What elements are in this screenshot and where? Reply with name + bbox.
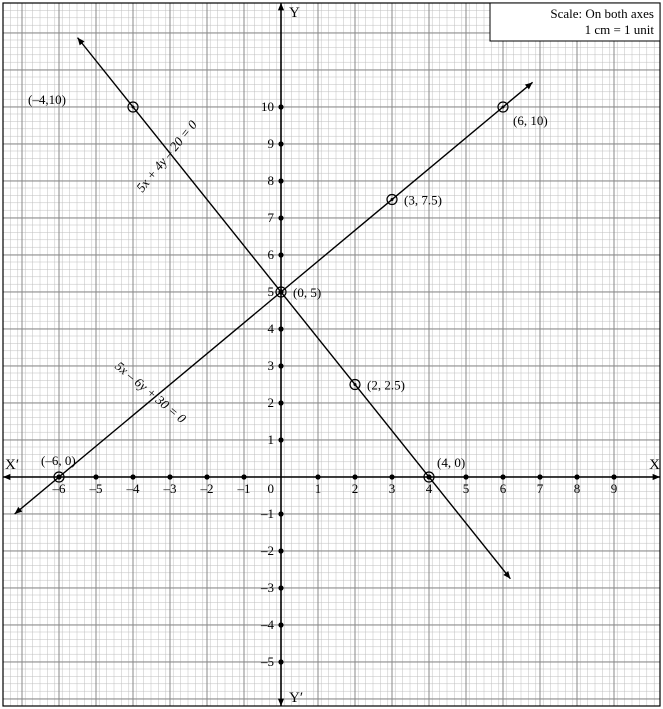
x-tick-label: 4 [426,481,433,496]
y-tick-label: 5 [268,284,275,299]
y-tick-label: 1 [268,432,275,447]
x-tick-label: 3 [389,481,396,496]
x-tick-label: 8 [574,481,581,496]
y-tick-label: 6 [268,247,275,262]
y-tick-label: 3 [268,358,275,373]
y-tick-label: –3 [260,580,274,595]
y-pos-label: Y [289,5,300,21]
x-tick-label: –3 [163,481,177,496]
x-tick-label: 9 [611,481,618,496]
x-tick-label: –1 [237,481,251,496]
y-tick-label: –2 [260,543,274,558]
x-tick-label: –5 [89,481,103,496]
point-label: (–6, 0) [41,453,76,468]
equation-line-line1 [78,38,511,579]
y-tick-label: 7 [268,210,275,225]
y-tick-label: –4 [260,617,275,632]
x-tick-label: 2 [352,481,359,496]
graph-svg: –6 –5 –4 –3 –2 –1 1 2 3 4 5 6 7 8 9 –5 –4 –3 –2 –1 1 2 3 4 5 6 7 8 9… [0,0,663,709]
y-tick-label: –5 [260,654,274,669]
point-label: (2, 2.5) [367,378,405,393]
x-pos-label: X [649,457,660,473]
y-tick-label: 9 [268,136,275,151]
x-tick-label: –6 [52,481,67,496]
y-tick-label: –1 [260,506,274,521]
y-tick-label: 4 [268,321,275,336]
y-tick-label: 8 [268,173,275,188]
point-label: (4, 0) [437,455,465,470]
point-label: (3, 7.5) [404,193,442,208]
origin-label: 0 [268,481,275,496]
scale-line1: Scale: On both axes [550,6,654,21]
x-tick-label: 6 [500,481,507,496]
x-neg-label: X′ [5,457,19,473]
point-label: (6, 10) [513,113,548,128]
y-neg-label: Y′ [289,690,303,706]
x-tick-label: 7 [537,481,544,496]
x-tick-label: –2 [200,481,214,496]
graph-chart: –6 –5 –4 –3 –2 –1 1 2 3 4 5 6 7 8 9 –5 –4 –3 –2 –1 1 2 3 4 5 6 7 8 9… [0,0,663,709]
point-label: (0, 5) [293,285,321,300]
x-tick-label: 5 [463,481,470,496]
point-label: (–4,10) [28,92,66,107]
y-tick-label: 2 [268,395,275,410]
scale-line2: 1 cm = 1 unit [585,22,655,37]
x-tick-label: 1 [315,481,322,496]
equation-label-line1: 5x + 4y – 20 = 0 [133,117,200,195]
x-tick-label: –4 [126,481,141,496]
y-tick-label: 10 [261,99,274,114]
